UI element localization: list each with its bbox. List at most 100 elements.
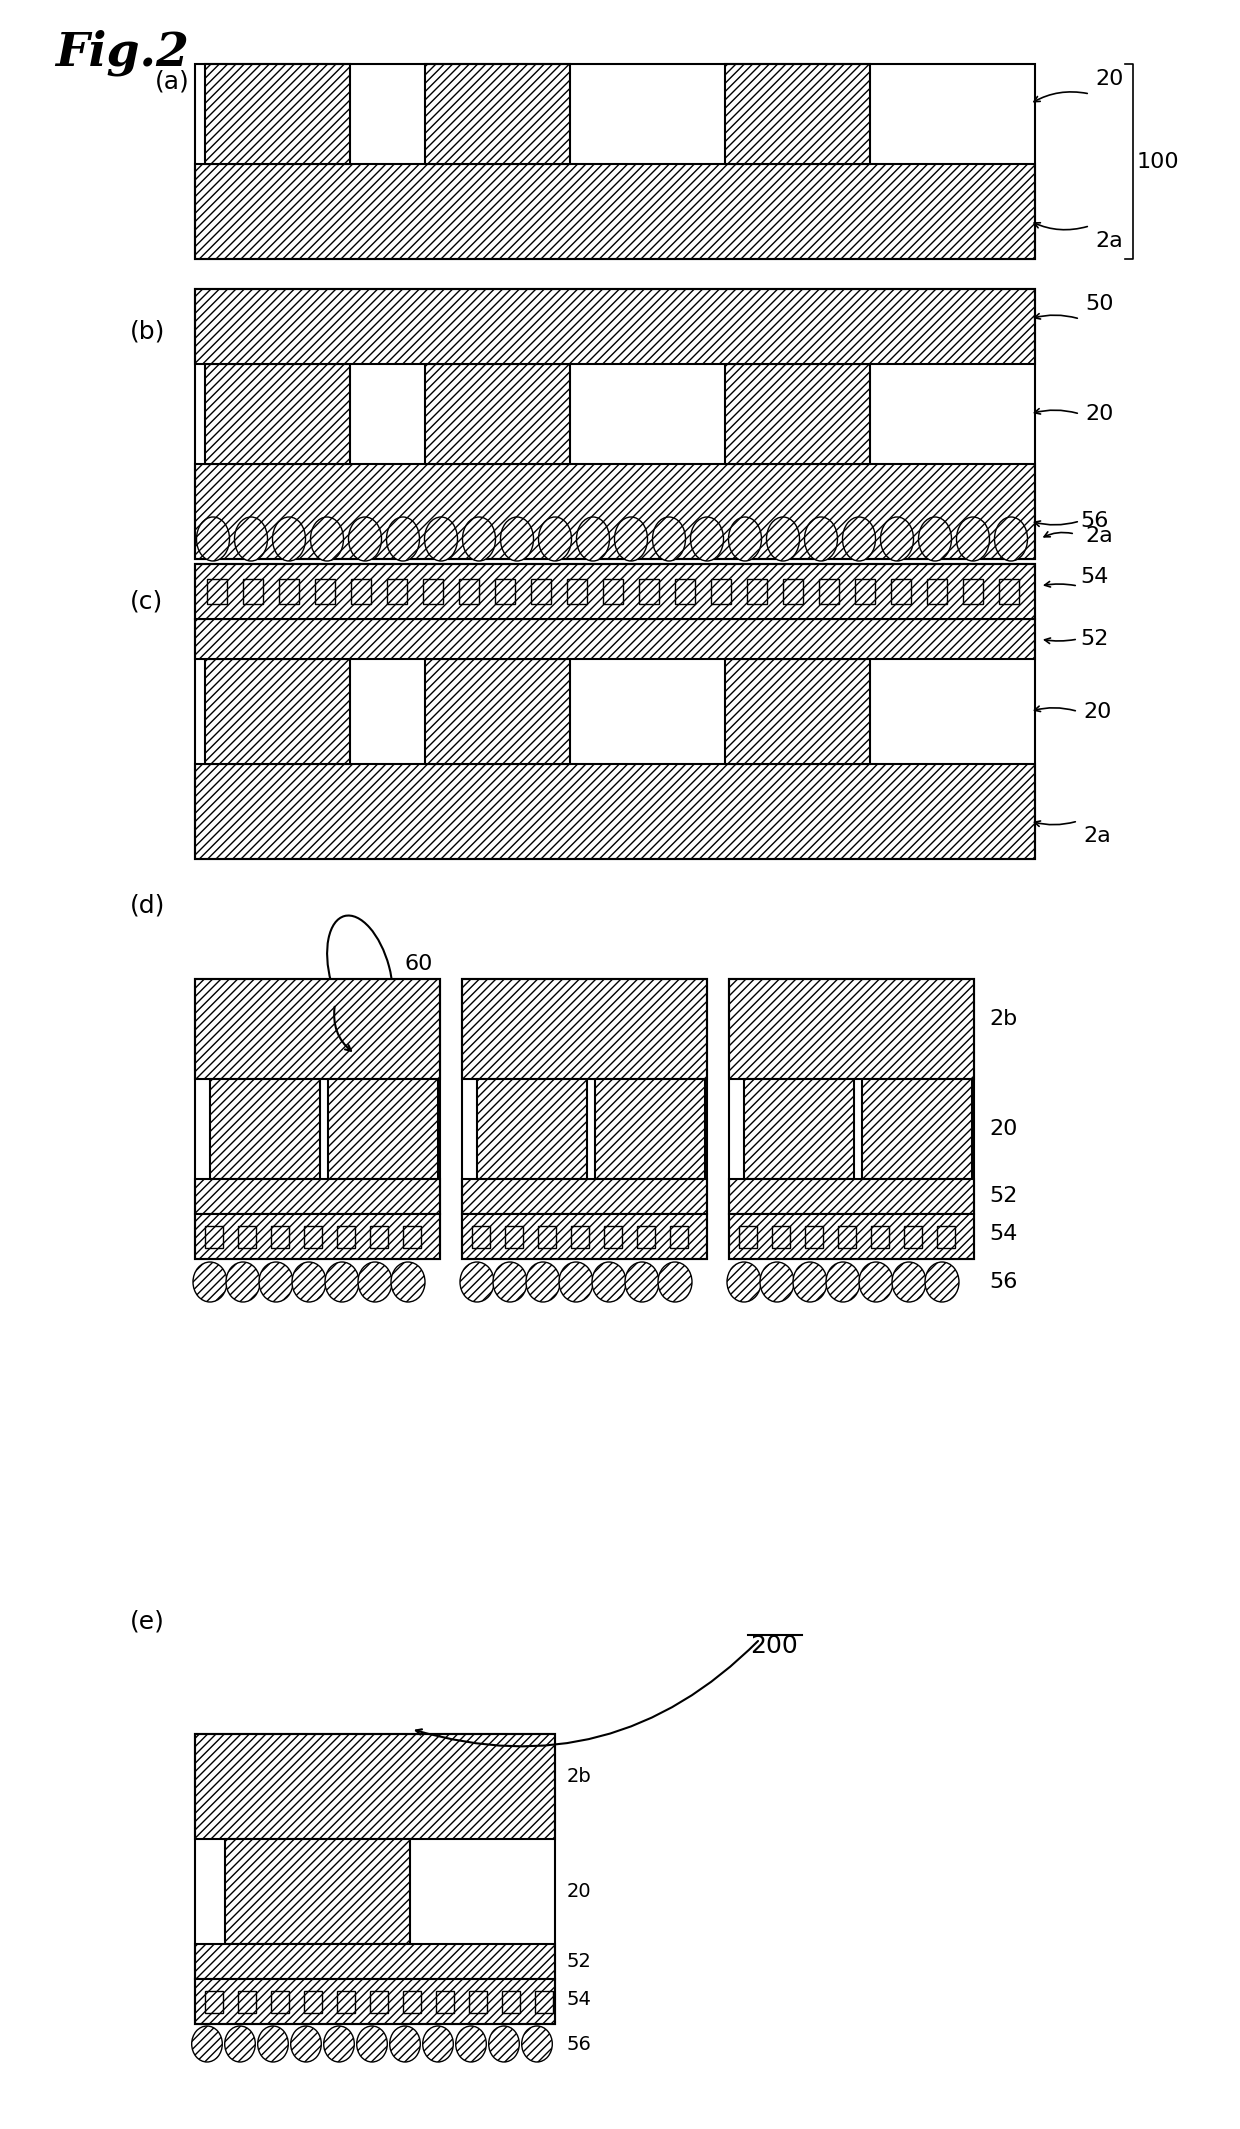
Text: 20: 20 [990,1120,1017,1139]
Ellipse shape [919,517,951,562]
Bar [195,1733,556,1839]
Bar [337,1991,355,2014]
Bar [195,979,440,1079]
Bar [195,1944,556,1980]
Ellipse shape [391,1262,425,1303]
Bar [304,1991,322,2014]
Ellipse shape [226,1262,260,1303]
Bar [423,579,443,605]
Bar [238,1226,255,1248]
Ellipse shape [538,517,572,562]
Ellipse shape [290,2027,321,2063]
Bar [603,579,622,605]
Bar [711,579,732,605]
Ellipse shape [357,2027,387,2063]
Ellipse shape [273,517,305,562]
Bar [195,564,1035,858]
Ellipse shape [760,1262,794,1303]
Bar [892,579,911,605]
Bar [370,1226,388,1248]
Ellipse shape [766,517,800,562]
Ellipse shape [658,1262,692,1303]
Bar [744,1079,854,1179]
Bar [370,1991,388,2014]
Bar [425,364,570,464]
Ellipse shape [522,2027,552,2063]
Bar [725,64,870,164]
Ellipse shape [615,517,647,562]
Ellipse shape [501,517,533,562]
Ellipse shape [652,517,686,562]
Ellipse shape [423,2027,454,2063]
Text: Fig.2: Fig.2 [55,30,188,75]
Text: 2a: 2a [1085,526,1112,545]
Bar [937,1226,955,1248]
Ellipse shape [591,1262,626,1303]
Ellipse shape [559,1262,593,1303]
Ellipse shape [526,1262,560,1303]
Ellipse shape [358,1262,392,1303]
Bar [351,579,371,605]
Bar [505,1226,523,1248]
Text: 52: 52 [1080,628,1109,649]
Bar [729,979,973,1079]
Text: 56: 56 [567,2035,591,2054]
Ellipse shape [691,517,723,562]
Bar [739,1226,756,1248]
Bar [570,1226,589,1248]
Bar [805,1226,823,1248]
Text: 2a: 2a [1083,826,1111,845]
Bar [463,979,707,1258]
Bar [205,364,350,464]
Bar [463,1214,707,1258]
Text: 56: 56 [1080,511,1109,530]
Ellipse shape [387,517,419,562]
Ellipse shape [625,1262,658,1303]
Bar [604,1226,622,1248]
Text: 52: 52 [567,1952,591,1971]
Ellipse shape [842,517,875,562]
Text: (e): (e) [130,1610,165,1633]
Bar [243,579,263,605]
Bar [463,979,707,1079]
Bar [329,1079,438,1179]
Bar [195,764,1035,858]
Ellipse shape [994,517,1028,562]
Text: 60: 60 [405,954,433,973]
Ellipse shape [192,2027,222,2063]
Bar [639,579,658,605]
Bar [337,1226,355,1248]
Ellipse shape [729,517,761,562]
Text: 54: 54 [567,1991,591,2010]
Bar [567,579,587,605]
Ellipse shape [826,1262,861,1303]
Text: 2b: 2b [567,1767,591,1786]
Bar [403,1991,422,2014]
Bar [459,579,479,605]
Ellipse shape [327,915,393,1033]
Bar [279,579,299,605]
Ellipse shape [925,1262,959,1303]
Bar [463,1179,707,1214]
Bar [195,979,440,1258]
Ellipse shape [460,1262,494,1303]
Text: (b): (b) [130,319,165,343]
Bar [425,64,570,164]
Bar [205,1226,223,1248]
Ellipse shape [794,1262,827,1303]
Bar [425,660,570,764]
Bar [746,579,768,605]
Bar [304,1226,322,1248]
Bar [595,1079,706,1179]
Text: (c): (c) [130,590,164,613]
Text: 50: 50 [1085,294,1114,313]
Bar [387,579,407,605]
Bar [782,579,804,605]
Ellipse shape [389,2027,420,2063]
Bar [195,564,1035,620]
Text: 52: 52 [990,1186,1017,1207]
Bar [670,1226,688,1248]
Text: 100: 100 [1137,151,1179,172]
Bar [315,579,335,605]
Ellipse shape [348,517,382,562]
